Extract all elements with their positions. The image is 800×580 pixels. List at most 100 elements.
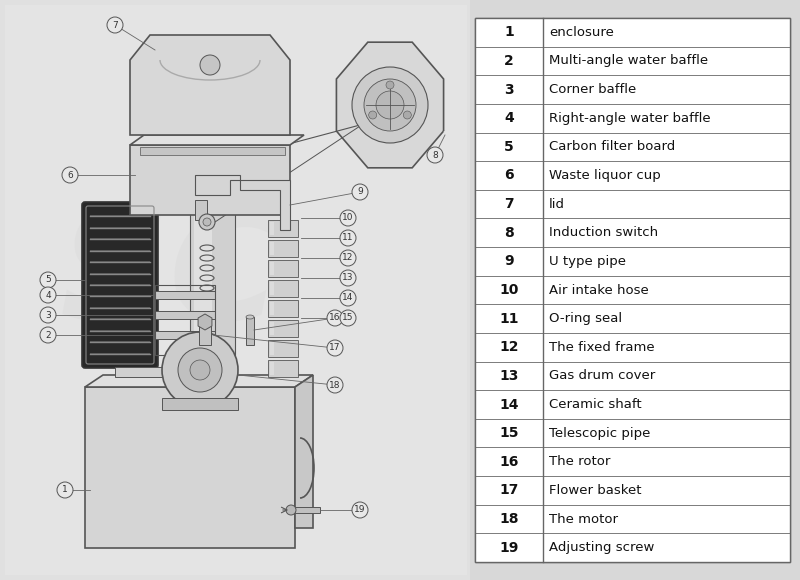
Text: The rotor: The rotor [549, 455, 610, 468]
Text: 10: 10 [342, 213, 354, 223]
Bar [270, 322, 274, 335]
Circle shape [327, 340, 343, 356]
Text: 6: 6 [504, 168, 514, 183]
Bar [475, 448, 790, 476]
Bar [0, 0, 470, 580]
Circle shape [40, 327, 56, 343]
Text: Ceramic shaft: Ceramic shaft [549, 398, 642, 411]
Text: The motor: The motor [549, 513, 618, 525]
Circle shape [162, 332, 238, 408]
Text: 13: 13 [499, 369, 518, 383]
Circle shape [352, 184, 368, 200]
Circle shape [327, 310, 343, 326]
FancyBboxPatch shape [155, 311, 215, 319]
Text: enclosure: enclosure [549, 26, 614, 39]
Text: lid: lid [549, 198, 565, 211]
Bar [475, 304, 790, 333]
Text: 1: 1 [62, 485, 68, 495]
Bar [194, 205, 212, 370]
Bar [162, 398, 238, 410]
Bar [270, 362, 274, 375]
Circle shape [40, 272, 56, 288]
Text: O-ring seal: O-ring seal [549, 312, 622, 325]
Polygon shape [295, 375, 313, 528]
Bar [246, 317, 254, 345]
Text: 12: 12 [499, 340, 518, 354]
Circle shape [200, 55, 220, 75]
Polygon shape [195, 175, 290, 230]
Text: 14: 14 [342, 293, 354, 303]
Bar [90, 227, 150, 229]
Circle shape [340, 290, 356, 306]
Text: Adjusting screw: Adjusting screw [549, 541, 654, 554]
Bar [270, 342, 274, 355]
Text: 4: 4 [504, 111, 514, 125]
Text: Gas drum cover: Gas drum cover [549, 369, 655, 382]
Text: 12: 12 [342, 253, 354, 263]
Circle shape [178, 348, 222, 392]
Bar [470, 0, 800, 580]
Text: 3: 3 [504, 82, 514, 97]
Circle shape [386, 81, 394, 89]
Circle shape [364, 79, 416, 131]
Text: 15: 15 [342, 314, 354, 322]
Circle shape [352, 67, 428, 143]
Bar [270, 282, 274, 295]
Text: 11: 11 [499, 311, 518, 325]
Ellipse shape [246, 315, 254, 319]
Text: 8: 8 [432, 150, 438, 160]
Bar [475, 361, 790, 390]
Bar [295, 507, 320, 513]
Circle shape [340, 310, 356, 326]
Text: 6: 6 [67, 171, 73, 179]
Text: Multi-angle water baffle: Multi-angle water baffle [549, 55, 708, 67]
Text: 18: 18 [330, 380, 341, 390]
Text: 16: 16 [330, 314, 341, 322]
FancyBboxPatch shape [268, 360, 298, 377]
Text: 17: 17 [499, 483, 518, 498]
Text: U type pipe: U type pipe [549, 255, 626, 268]
Text: Waste liquor cup: Waste liquor cup [549, 169, 661, 182]
Text: Corner baffle: Corner baffle [549, 83, 636, 96]
FancyBboxPatch shape [268, 260, 298, 277]
Text: 11: 11 [342, 234, 354, 242]
Bar [90, 341, 150, 343]
Bar [475, 534, 790, 562]
Text: 14: 14 [499, 397, 518, 412]
Bar [475, 419, 790, 448]
Text: 13: 13 [342, 274, 354, 282]
Polygon shape [130, 135, 304, 145]
Circle shape [57, 482, 73, 498]
Circle shape [427, 147, 443, 163]
Text: 16: 16 [499, 455, 518, 469]
Circle shape [62, 167, 78, 183]
Text: SC: SC [60, 203, 282, 352]
Polygon shape [130, 35, 290, 135]
Bar [140, 147, 285, 155]
Text: 5: 5 [45, 276, 51, 285]
Circle shape [352, 502, 368, 518]
Bar [195, 200, 207, 220]
Text: 18: 18 [499, 512, 518, 526]
Text: 19: 19 [354, 506, 366, 514]
Bar [90, 261, 150, 263]
Circle shape [203, 218, 211, 226]
Bar [475, 18, 790, 46]
Bar [90, 295, 150, 298]
Bar [90, 307, 150, 309]
Circle shape [199, 214, 215, 230]
Bar [475, 390, 790, 419]
Text: 4: 4 [45, 291, 51, 299]
Text: Telescopic pipe: Telescopic pipe [549, 427, 650, 440]
Polygon shape [337, 42, 443, 168]
Circle shape [340, 210, 356, 226]
Text: Air intake hose: Air intake hose [549, 284, 649, 296]
Bar [270, 242, 274, 255]
Bar [270, 262, 274, 275]
Bar [90, 318, 150, 320]
Circle shape [403, 111, 411, 119]
Text: 10: 10 [499, 283, 518, 297]
Text: 2: 2 [504, 54, 514, 68]
Bar [475, 476, 790, 505]
Bar [90, 353, 150, 354]
